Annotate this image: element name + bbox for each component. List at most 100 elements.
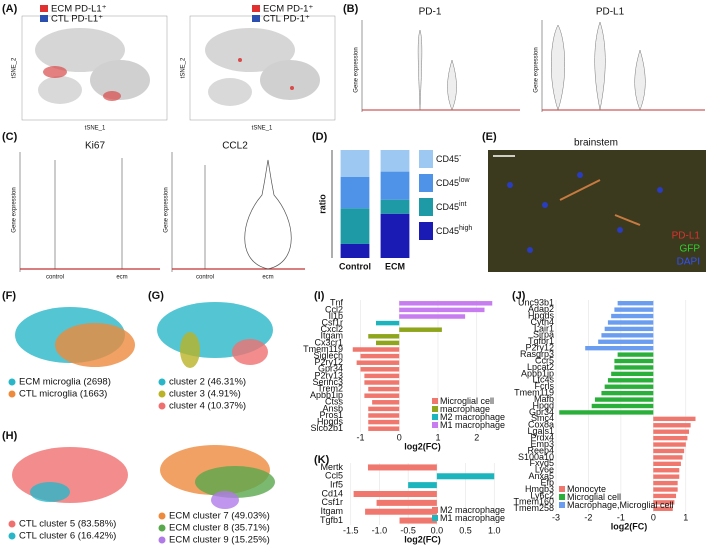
legend-dot — [158, 536, 166, 544]
legend-swatch — [40, 15, 48, 22]
legend-label: ECM cluster 9 (15.25%) — [169, 535, 270, 546]
axis-label: log2(FC) — [404, 441, 441, 451]
plot-title: Ki67 — [85, 141, 105, 152]
legend-dot — [158, 512, 166, 520]
x-tick-label: 1 — [435, 432, 440, 442]
y-tick-label: Reep4 — [527, 445, 554, 455]
bar — [352, 347, 400, 352]
y-tick-label: Gpr34 — [529, 407, 554, 417]
legend-label: Macrophage,Microglial cell — [567, 500, 674, 510]
cell-cloud — [43, 66, 67, 78]
y-tick-label: Tnf — [330, 298, 344, 308]
bar — [364, 393, 400, 398]
panel-label: (C) — [2, 131, 18, 143]
legend-swatch — [419, 150, 433, 168]
cell-cloud — [30, 482, 70, 502]
y-tick-label: Ctss — [325, 397, 344, 407]
y-tick-label: Unc93b1 — [518, 298, 554, 308]
legend-dot — [8, 532, 16, 540]
y-tick-label: Apbb1ip — [310, 390, 343, 400]
y-tick-label: Tgfbr1 — [528, 336, 554, 346]
y-tick-label: Hpgds — [317, 416, 344, 426]
legend-label: CTL microglia (1663) — [19, 389, 107, 400]
bar — [408, 482, 437, 489]
panel-label: (H) — [2, 430, 18, 442]
axis-label: log2(FC) — [611, 521, 648, 531]
plot-title: PD-L1 — [596, 7, 625, 18]
y-tick-label: Serinc3 — [312, 377, 343, 387]
y-tick-label: Mertk — [321, 462, 344, 472]
y-tick-label: Gpr34 — [318, 364, 343, 374]
cell-cloud — [195, 466, 275, 498]
y-tick-label: Prdx4 — [530, 432, 554, 442]
cell-cloud — [103, 91, 121, 101]
y-tick-label: Csf1r — [321, 317, 343, 327]
y-tick-label: Cox8a — [528, 420, 554, 430]
y-tick-label: Ccl5 — [325, 471, 343, 481]
y-tick-label: Cxcl2 — [320, 324, 343, 334]
legend-swatch — [432, 398, 438, 404]
bar — [614, 307, 654, 312]
bar — [399, 327, 442, 332]
category-label: control — [46, 275, 64, 281]
axis-label: tSNE_1 — [85, 126, 106, 132]
y-tick-label: Tgfb1 — [320, 515, 343, 525]
x-tick-label: Control — [339, 261, 371, 271]
legend-swatch — [419, 222, 433, 240]
y-tick-label: Smc4 — [531, 413, 554, 423]
legend-label: CD45int — [436, 201, 466, 212]
y-tick-label: Ansb — [322, 403, 343, 413]
legend-sup: int — [459, 201, 466, 208]
legend-label: cluster 4 (10.37%) — [169, 401, 246, 412]
bar — [356, 360, 400, 365]
y-tick-label: Lpcat2 — [527, 362, 554, 372]
axis-label: Gene expression — [164, 187, 170, 232]
axis-label: log2(FC) — [404, 534, 441, 544]
image-title: brainstem — [574, 138, 618, 149]
y-tick-label: Tmem160 — [513, 497, 554, 507]
y-tick-label: Itgam — [320, 331, 343, 341]
legend-label: macrophage — [440, 404, 490, 414]
bar — [365, 508, 437, 515]
bar — [653, 506, 673, 511]
bar — [399, 314, 466, 319]
legend-label: ECM cluster 8 (35.71%) — [169, 523, 270, 534]
legend-label: ECM microglia (2698) — [19, 377, 111, 388]
plot-frame — [21, 15, 168, 121]
bar — [653, 435, 688, 441]
nucleus — [542, 202, 548, 208]
y-tick-label: Ly6c2 — [530, 490, 554, 500]
cell-cloud — [211, 491, 239, 509]
y-tick-label: Ccr5 — [535, 355, 554, 365]
bar-segment — [340, 208, 370, 244]
legend-swatch — [559, 494, 565, 500]
x-tick-label: 0 — [397, 432, 402, 442]
bar — [367, 464, 437, 471]
panel-label: (B) — [343, 3, 359, 15]
y-tick-label: Anxa5 — [528, 471, 554, 481]
bar — [368, 426, 400, 431]
bar — [376, 320, 400, 326]
bar — [372, 400, 400, 405]
legend-dot — [158, 378, 166, 386]
fiber — [559, 179, 641, 226]
bar-segment — [340, 177, 370, 209]
bar — [364, 373, 400, 379]
legend-label: ECM PD-1⁺ — [263, 4, 313, 15]
bar — [653, 416, 696, 422]
y-tick-label: Lgals1 — [527, 426, 554, 436]
legend-text: CD45 — [436, 202, 459, 212]
bar — [368, 386, 400, 392]
y-tick-label: Mafb — [534, 394, 554, 404]
axis-label: tSNE_2 — [12, 57, 18, 78]
bar — [614, 365, 654, 370]
channel-label: GFP — [679, 244, 700, 255]
legend-swatch — [559, 502, 565, 508]
bar — [614, 358, 654, 364]
bar — [368, 334, 400, 339]
panel-label: (I) — [314, 290, 325, 302]
x-tick-label: 0 — [651, 512, 656, 522]
bar — [607, 320, 654, 325]
violin — [244, 159, 292, 270]
legend-text: CD45 — [436, 178, 459, 188]
